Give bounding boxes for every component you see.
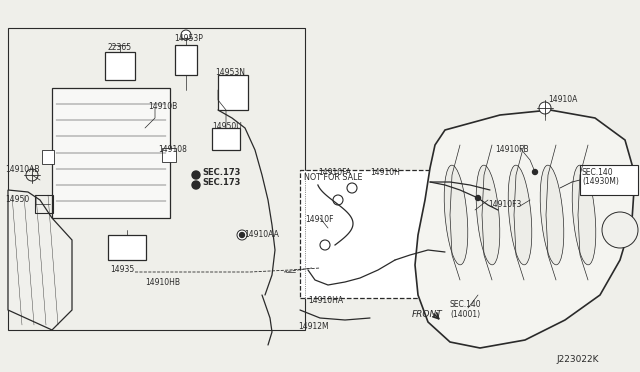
Circle shape — [192, 181, 200, 189]
Bar — [218, 75, 248, 110]
Bar — [212, 128, 240, 150]
Text: 14950U: 14950U — [212, 122, 242, 131]
Bar — [162, 148, 176, 162]
Text: 22365: 22365 — [107, 43, 131, 52]
Bar — [52, 88, 170, 218]
Text: 14910FB: 14910FB — [495, 145, 529, 154]
Ellipse shape — [540, 165, 564, 265]
Circle shape — [602, 212, 638, 248]
Text: SEC.140: SEC.140 — [582, 168, 614, 177]
Text: 149108: 149108 — [158, 145, 187, 154]
Text: 14910H: 14910H — [370, 168, 400, 177]
Text: 14935: 14935 — [110, 265, 134, 274]
Bar — [8, 28, 305, 330]
Text: SEC.173: SEC.173 — [202, 168, 241, 177]
Ellipse shape — [476, 165, 500, 265]
Text: 14910AA: 14910AA — [244, 230, 279, 239]
Circle shape — [192, 171, 200, 179]
Circle shape — [532, 170, 538, 174]
Text: 14910AB: 14910AB — [5, 165, 40, 174]
Circle shape — [333, 195, 343, 205]
Bar — [175, 45, 197, 75]
Text: J223022K: J223022K — [556, 355, 598, 364]
Bar — [580, 165, 638, 195]
Polygon shape — [8, 190, 72, 330]
Bar — [35, 195, 53, 213]
Text: NOT FOR SALE: NOT FOR SALE — [304, 173, 362, 182]
Circle shape — [239, 232, 244, 237]
Bar — [105, 52, 135, 80]
Text: 14910HA: 14910HA — [308, 296, 343, 305]
Polygon shape — [415, 110, 635, 348]
Text: 14910HB: 14910HB — [145, 278, 180, 287]
Text: FRONT: FRONT — [412, 310, 443, 319]
Circle shape — [476, 196, 481, 201]
Circle shape — [539, 102, 551, 114]
Ellipse shape — [444, 165, 468, 265]
Text: 14912M: 14912M — [298, 322, 328, 331]
Text: 14910A: 14910A — [548, 95, 577, 104]
Text: 14910F: 14910F — [305, 215, 333, 224]
Text: 14953N: 14953N — [215, 68, 245, 77]
Bar — [42, 150, 54, 164]
Circle shape — [237, 230, 247, 240]
Text: SEC.173: SEC.173 — [202, 178, 241, 187]
Text: 14950: 14950 — [5, 195, 29, 204]
Text: 14910FA: 14910FA — [318, 168, 351, 177]
Text: 14910F3: 14910F3 — [488, 200, 522, 209]
Bar — [108, 235, 146, 260]
Ellipse shape — [572, 165, 596, 265]
Text: 14953P: 14953P — [174, 34, 203, 43]
Circle shape — [320, 240, 330, 250]
Text: (14001): (14001) — [450, 310, 480, 319]
Circle shape — [347, 183, 357, 193]
Text: (14930M): (14930M) — [582, 177, 619, 186]
Bar — [300, 170, 430, 298]
Ellipse shape — [508, 165, 532, 265]
Text: SEC.140: SEC.140 — [450, 300, 482, 309]
Text: 14910B: 14910B — [148, 102, 177, 111]
Circle shape — [181, 30, 191, 40]
